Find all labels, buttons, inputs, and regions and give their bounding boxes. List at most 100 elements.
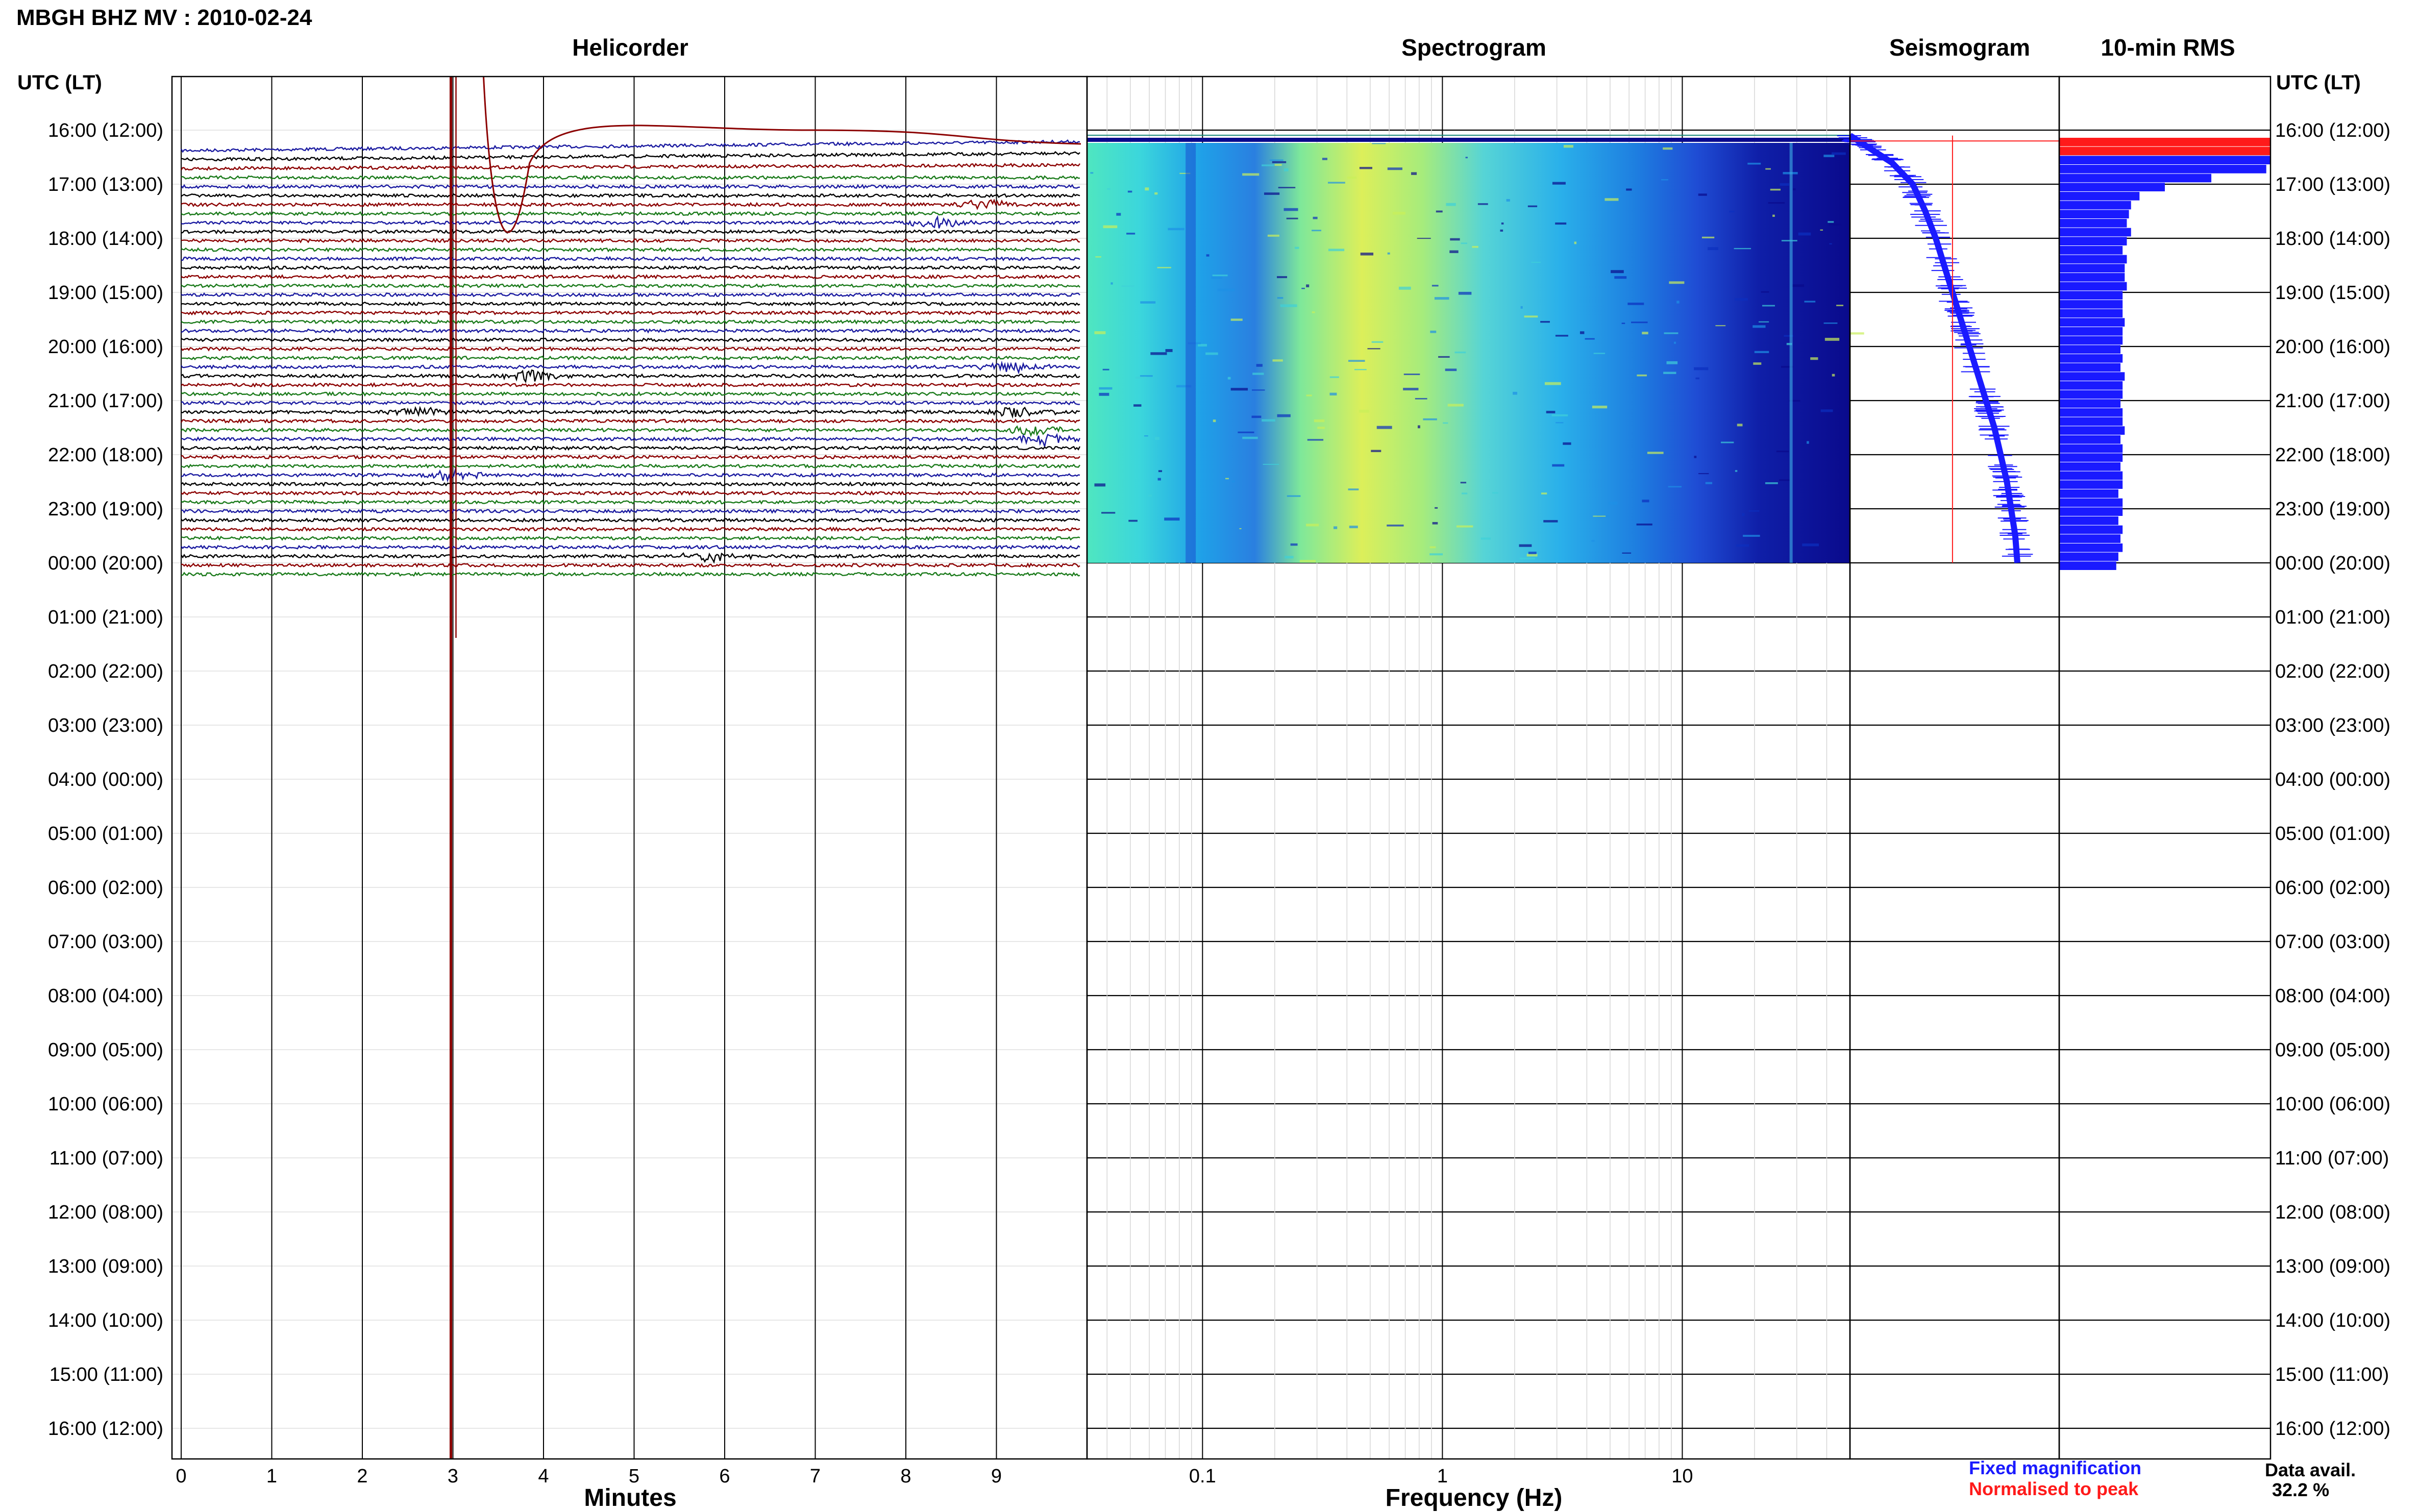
rms-bar: [2059, 192, 2140, 201]
data-availability-value: 32.2 %: [2272, 1479, 2330, 1500]
spectrogram-texture: [1360, 253, 1374, 256]
spectrogram-texture: [1277, 297, 1283, 299]
row-label-right: 09:00 (05:00): [2275, 1039, 2390, 1061]
rms-bar: [2059, 552, 2118, 561]
helicorder-trace: [180, 139, 1080, 153]
spectrogram-texture: [1770, 188, 1781, 191]
helicorder-trace: [181, 490, 1080, 496]
row-label-left: 18:00 (14:00): [48, 228, 163, 250]
helicorder-trace: [181, 229, 1080, 235]
spectrogram-texture: [1443, 422, 1448, 424]
spectrogram-texture: [1480, 537, 1491, 540]
spectrogram-texture: [1148, 494, 1152, 497]
spectrogram-texture: [1165, 349, 1173, 352]
rms-bar: [2059, 255, 2127, 264]
spectrogram-texture: [1264, 192, 1280, 195]
spectrogram-texture: [1720, 441, 1734, 443]
spectrogram-texture: [1126, 233, 1136, 235]
spectrogram-texture: [1698, 193, 1707, 196]
spectrogram-texture: [1262, 419, 1275, 422]
spectrogram-texture: [1450, 238, 1460, 241]
row-label-left: 07:00 (03:00): [48, 931, 163, 953]
spectrogram-texture: [1206, 254, 1210, 257]
helicorder-trace: [181, 256, 1080, 262]
row-label-right: 22:00 (18:00): [2275, 444, 2390, 466]
helicorder-trace: [181, 499, 1080, 505]
spectrogram-texture: [1157, 478, 1161, 481]
spectrogram-texture: [1133, 404, 1142, 407]
spectrogram-texture: [1242, 436, 1258, 439]
spectrogram-texture: [1231, 480, 1236, 483]
row-label-right: 12:00 (08:00): [2275, 1202, 2390, 1223]
helicorder-trace: [181, 445, 1081, 451]
spectrogram-texture: [1267, 234, 1279, 237]
spectrogram-texture: [1107, 188, 1110, 190]
rms-bar: [2059, 246, 2123, 255]
spectrogram-texture: [1286, 217, 1298, 219]
row-label-right: 00:00 (20:00): [2275, 553, 2390, 574]
spectrogram-texture: [1752, 325, 1766, 328]
spectrogram-texture: [1802, 543, 1819, 547]
row-label-left: 20:00 (16:00): [48, 336, 163, 358]
helicorder-x-tick-label: 0: [176, 1466, 186, 1487]
row-label-right: 14:00 (10:00): [2275, 1310, 2390, 1331]
helicorder-trace: [181, 184, 1080, 189]
spectrogram-texture: [1647, 452, 1664, 454]
rms-bar: [2059, 264, 2125, 272]
row-label-right: 07:00 (03:00): [2275, 931, 2390, 953]
helicorder-trace: [181, 433, 1081, 449]
spectrogram-texture: [1663, 371, 1676, 374]
spectrogram-texture: [1272, 161, 1287, 163]
spectrogram-band: [1789, 143, 1793, 563]
spectrogram-texture: [1454, 351, 1466, 354]
spectrogram-texture: [1157, 267, 1171, 268]
rms-bar: [2059, 291, 2123, 300]
spectrogram-texture: [1664, 332, 1679, 334]
spectrogram-texture: [1828, 221, 1834, 223]
spectrogram-texture: [1417, 238, 1431, 239]
spectrogram-texture: [1140, 375, 1153, 377]
spectrogram-texture: [1593, 353, 1606, 354]
spectrogram-texture: [1676, 301, 1680, 304]
spectrogram-texture: [1277, 276, 1288, 279]
spectrogram-band: [1186, 143, 1196, 563]
row-label-right: 21:00 (17:00): [2275, 390, 2390, 412]
spectrogram-texture: [1262, 164, 1274, 166]
rms-bar: [2059, 543, 2123, 552]
spectrogram-texture: [1789, 400, 1800, 402]
spectrogram-texture: [1743, 535, 1760, 537]
figure-title: MBGH BHZ MV : 2010-02-24: [16, 5, 312, 30]
rms-bar: [2059, 282, 2127, 291]
rms-bar: [2059, 516, 2118, 525]
seismogram-title: Seismogram: [1889, 34, 2031, 61]
helicorder-trace: [181, 355, 1080, 361]
rms-bar: [2059, 345, 2121, 354]
spectrogram-texture: [1701, 236, 1715, 239]
rms-bar: [2059, 309, 2123, 318]
spectrogram-texture: [1829, 243, 1832, 244]
spectrogram-texture: [1449, 250, 1459, 253]
helicorder-x-tick-label: 2: [357, 1466, 367, 1487]
spectrogram-texture: [1695, 377, 1700, 380]
spectrogram-texture: [1230, 318, 1243, 321]
helicorder-trace: [181, 454, 1080, 460]
spectrogram-texture: [1823, 155, 1835, 157]
spectrogram-texture: [1205, 352, 1218, 355]
spectrogram-texture: [1780, 183, 1789, 186]
spectrogram-texture: [1274, 164, 1282, 166]
spectrogram-texture: [1661, 179, 1668, 181]
spectrogram-texture: [1322, 158, 1327, 160]
row-label-left: 12:00 (08:00): [48, 1202, 163, 1223]
row-label-right: 03:00 (23:00): [2275, 715, 2390, 736]
spectrogram-texture: [1411, 172, 1417, 175]
helicorder-trace: [181, 391, 1080, 397]
row-label-right: 02:00 (22:00): [2275, 661, 2390, 682]
rms-bar: [2059, 210, 2129, 218]
data-availability-label: Data avail.: [2265, 1459, 2356, 1480]
row-label-left: 02:00 (22:00): [48, 661, 163, 682]
helicorder-trace: [181, 400, 1080, 406]
spectrogram-texture: [1849, 332, 1864, 335]
spectrogram-texture: [1242, 173, 1260, 176]
rms-bar: [2059, 507, 2123, 516]
rms-bar: [2059, 228, 2131, 237]
